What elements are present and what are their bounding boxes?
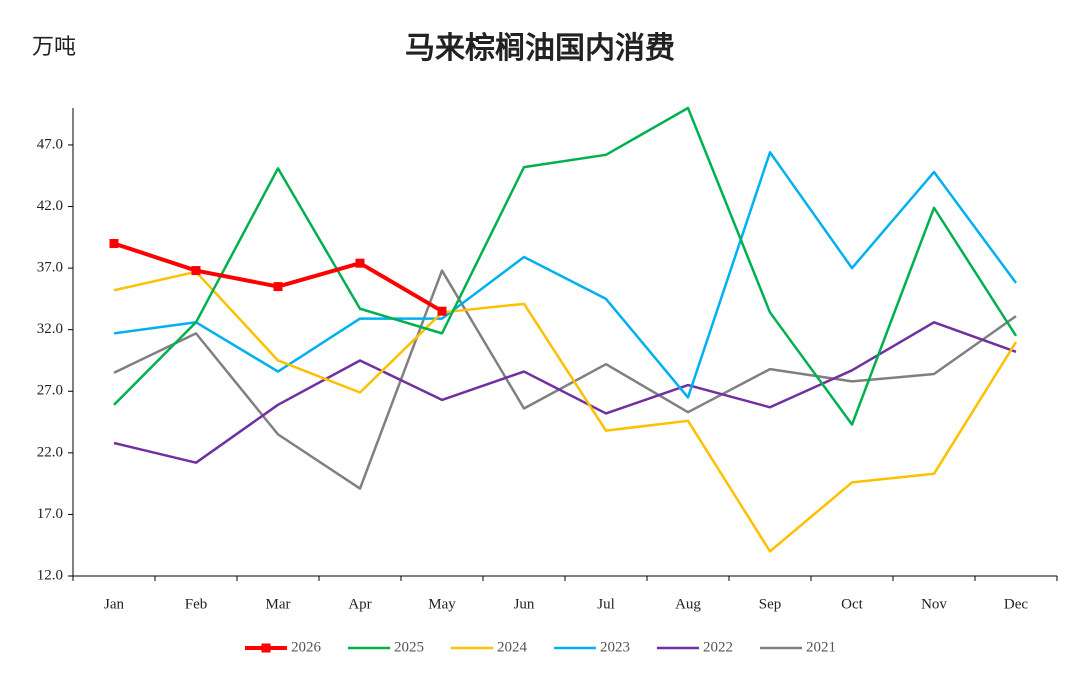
legend-marker [261,643,271,653]
x-tick-label: Aug [675,596,701,612]
x-tick-label: Jun [514,596,535,612]
point-marker [273,282,283,292]
series-line [113,269,1017,490]
point-marker [109,238,119,248]
y-tick-label: 12.0 [37,567,63,583]
legend-label: 2022 [703,639,733,655]
point-marker [355,258,365,268]
x-tick-label: Nov [921,596,947,612]
x-tick-label: Jan [104,596,124,612]
y-tick-label: 17.0 [37,506,63,522]
x-tick-label: Sep [759,596,782,612]
legend-label: 2021 [806,639,836,655]
y-tick-label: 27.0 [37,383,63,399]
legend-label: 2025 [394,639,424,655]
chart-title: 马来棕榈油国内消费 [405,31,675,66]
series-line [113,106,1018,426]
series-line [113,270,1018,553]
point-marker [437,306,447,316]
y-tick-label: 22.0 [37,444,63,460]
series-line [113,241,444,313]
legend-label: 2023 [600,639,630,655]
y-tick-label: 32.0 [37,321,63,337]
x-tick-label: Oct [841,596,863,612]
y-tick-label: 37.0 [37,260,63,276]
x-tick-label: Apr [348,596,371,612]
x-tick-label: Dec [1004,596,1028,612]
y-unit: 万吨 [32,35,76,60]
y-tick-label: 42.0 [37,198,63,214]
x-tick-label: Feb [185,596,208,612]
x-tick-label: May [428,596,456,612]
legend-label: 2026 [291,639,322,655]
point-marker [191,266,201,276]
x-tick-label: Jul [597,596,615,612]
series-line [113,321,1017,464]
series-line [113,151,1018,399]
legend-label: 2024 [497,639,528,655]
y-tick-label: 47.0 [37,136,63,152]
x-tick-label: Mar [266,596,291,612]
